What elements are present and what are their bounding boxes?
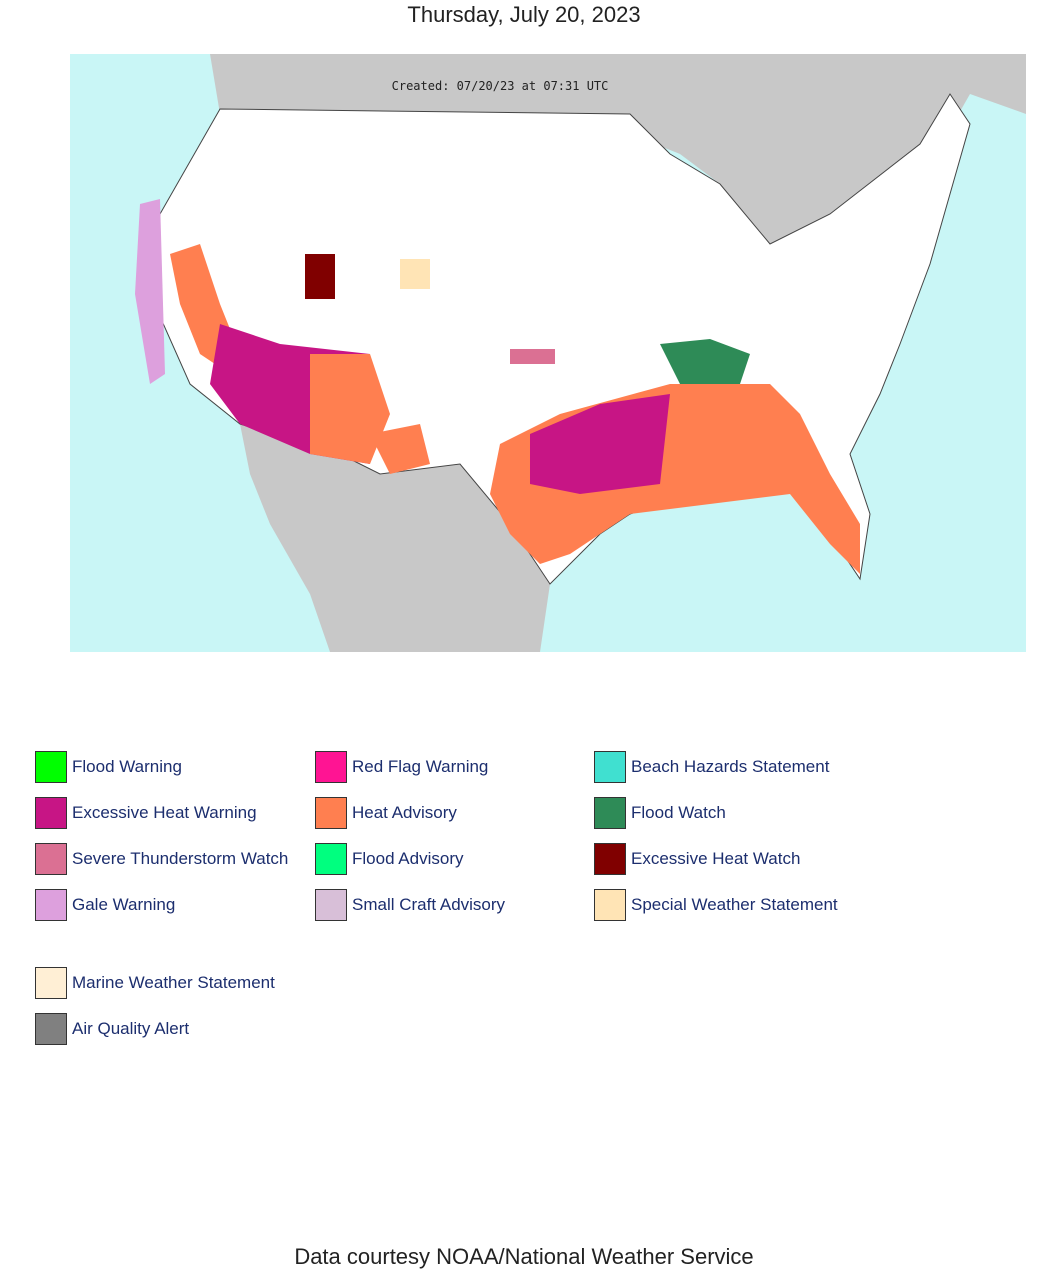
legend-item: Flood Watch xyxy=(594,796,726,830)
legend-item: Flood Advisory xyxy=(315,842,464,876)
legend-label: Gale Warning xyxy=(72,895,176,914)
gale-warning-area xyxy=(135,199,165,384)
legend-swatch xyxy=(594,797,626,829)
page-title: Thursday, July 20, 2023 xyxy=(407,2,641,27)
legend-swatch xyxy=(35,889,67,921)
legend-label: Severe Thunderstorm Watch xyxy=(72,849,289,868)
legend-swatch xyxy=(35,843,67,875)
legend-label: Air Quality Alert xyxy=(72,1019,190,1038)
heat-advisory-area xyxy=(310,354,390,464)
legend-item: Heat Advisory xyxy=(315,796,457,830)
legend-item: Red Flag Warning xyxy=(315,750,488,784)
legend-swatch xyxy=(315,843,347,875)
legend-item: Air Quality Alert xyxy=(35,1012,189,1046)
legend-item: Flood Warning xyxy=(35,750,182,784)
canada xyxy=(210,54,1026,244)
excessive-heat-watch-area xyxy=(305,254,335,299)
excessive-heat-warning-area xyxy=(530,394,670,494)
special-weather-statement-area xyxy=(400,259,430,289)
legend-swatch xyxy=(594,843,626,875)
legend-item: Gale Warning xyxy=(35,888,175,922)
legend-item: Small Craft Advisory xyxy=(315,888,505,922)
legend-label: Red Flag Warning xyxy=(352,757,489,776)
legend-swatch xyxy=(315,889,347,921)
legend-item: Severe Thunderstorm Watch xyxy=(35,842,288,876)
footer-credit: Data courtesy NOAA/National Weather Serv… xyxy=(294,1244,754,1269)
legend-label: Small Craft Advisory xyxy=(352,895,506,914)
created-stamp: Created: 07/20/23 at 07:31 UTC xyxy=(392,79,609,93)
legend-label: Flood Watch xyxy=(631,803,726,822)
legend-swatch xyxy=(35,751,67,783)
legend-swatch xyxy=(35,1013,67,1045)
legend-swatch xyxy=(315,751,347,783)
legend-item: Excessive Heat Watch xyxy=(594,842,800,876)
legend-item: Excessive Heat Warning xyxy=(35,796,257,830)
severe-thunderstorm-watch-area xyxy=(510,349,555,364)
alert-map: Created: 07/20/23 at 07:31 UTC xyxy=(70,54,1026,652)
legend-label: Marine Weather Statement xyxy=(72,973,275,992)
legend-item: Marine Weather Statement xyxy=(35,966,275,1000)
legend-swatch xyxy=(35,797,67,829)
legend-label: Heat Advisory xyxy=(352,803,457,822)
legend-label: Beach Hazards Statement xyxy=(631,757,830,776)
legend-label: Excessive Heat Watch xyxy=(631,849,801,868)
heat-advisory-area xyxy=(370,424,430,474)
legend-label: Flood Warning xyxy=(72,757,182,776)
legend-swatch xyxy=(594,751,626,783)
legend-label: Special Weather Statement xyxy=(631,895,838,914)
legend-swatch xyxy=(594,889,626,921)
legend-label: Excessive Heat Warning xyxy=(72,803,257,822)
legend-label: Flood Advisory xyxy=(352,849,464,868)
legend-item: Beach Hazards Statement xyxy=(594,750,829,784)
mexico xyxy=(240,424,550,652)
flood-watch-area xyxy=(660,339,750,384)
legend-item: Special Weather Statement xyxy=(594,888,838,922)
legend-swatch xyxy=(315,797,347,829)
legend-swatch xyxy=(35,967,67,999)
